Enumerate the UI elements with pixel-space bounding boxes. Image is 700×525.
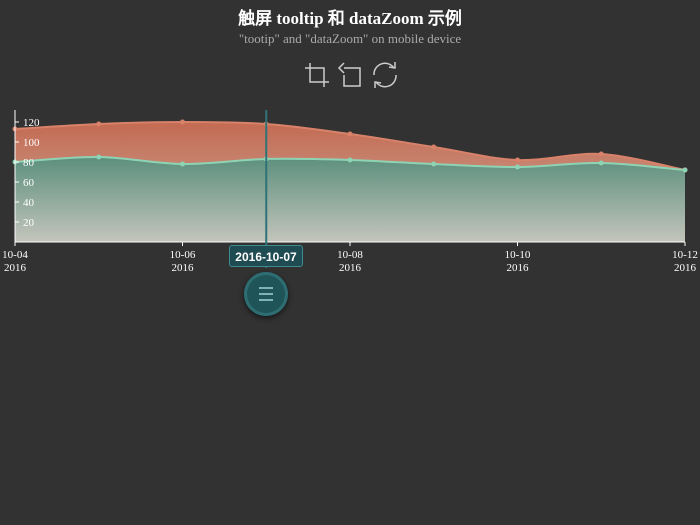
chart-subtitle: "tootip" and "dataZoom" on mobile device [238,31,462,46]
x-tick-year: 2016 [172,262,195,274]
y-tick-label: 120 [23,117,40,129]
refresh-icon[interactable] [370,60,400,90]
zoom-select-icon[interactable] [302,60,332,90]
series-1-point-8[interactable] [682,167,688,173]
series-1-point-6[interactable] [515,164,520,170]
axis-pointer-handle[interactable] [244,272,288,316]
undo-icon[interactable] [336,60,366,90]
x-tick-year: 2016 [339,262,362,274]
menu-icon [259,287,273,301]
chart-title: 触屏 tooltip 和 dataZoom 示例 [238,9,462,28]
series-1-point-5[interactable] [431,161,437,167]
y-tick-label: 40 [23,197,35,209]
x-tick-label: 10-10 [505,249,531,261]
x-tick-label: 10-04 [2,249,28,261]
series-0-point-1[interactable] [96,121,102,127]
y-tick-label: 60 [23,177,35,189]
x-tick-year: 2016 [674,262,697,274]
series-1-point-7[interactable] [598,160,604,166]
x-tick-label: 10-08 [337,249,363,261]
x-tick-year: 2016 [507,262,530,274]
y-tick-label: 20 [23,217,35,229]
series-0-point-7[interactable] [598,151,604,157]
series-1-area [15,156,685,242]
x-tick-label: 10-06 [170,249,196,261]
series-0-point-6[interactable] [515,157,520,163]
x-tick-label: 10-12 [672,249,698,261]
series-0-point-5[interactable] [431,144,437,150]
series-0-point-2[interactable] [180,119,185,125]
axis-pointer-label: 2016-10-07 [229,245,303,267]
toolbox [300,60,405,92]
y-tick-label: 100 [23,137,40,149]
y-tick-label: 80 [23,157,35,169]
x-tick-year: 2016 [4,262,27,274]
series-1-point-4[interactable] [347,157,353,163]
series-1-point-1[interactable] [96,154,102,160]
series-1-point-2[interactable] [180,161,185,167]
series-0-point-4[interactable] [347,131,353,137]
